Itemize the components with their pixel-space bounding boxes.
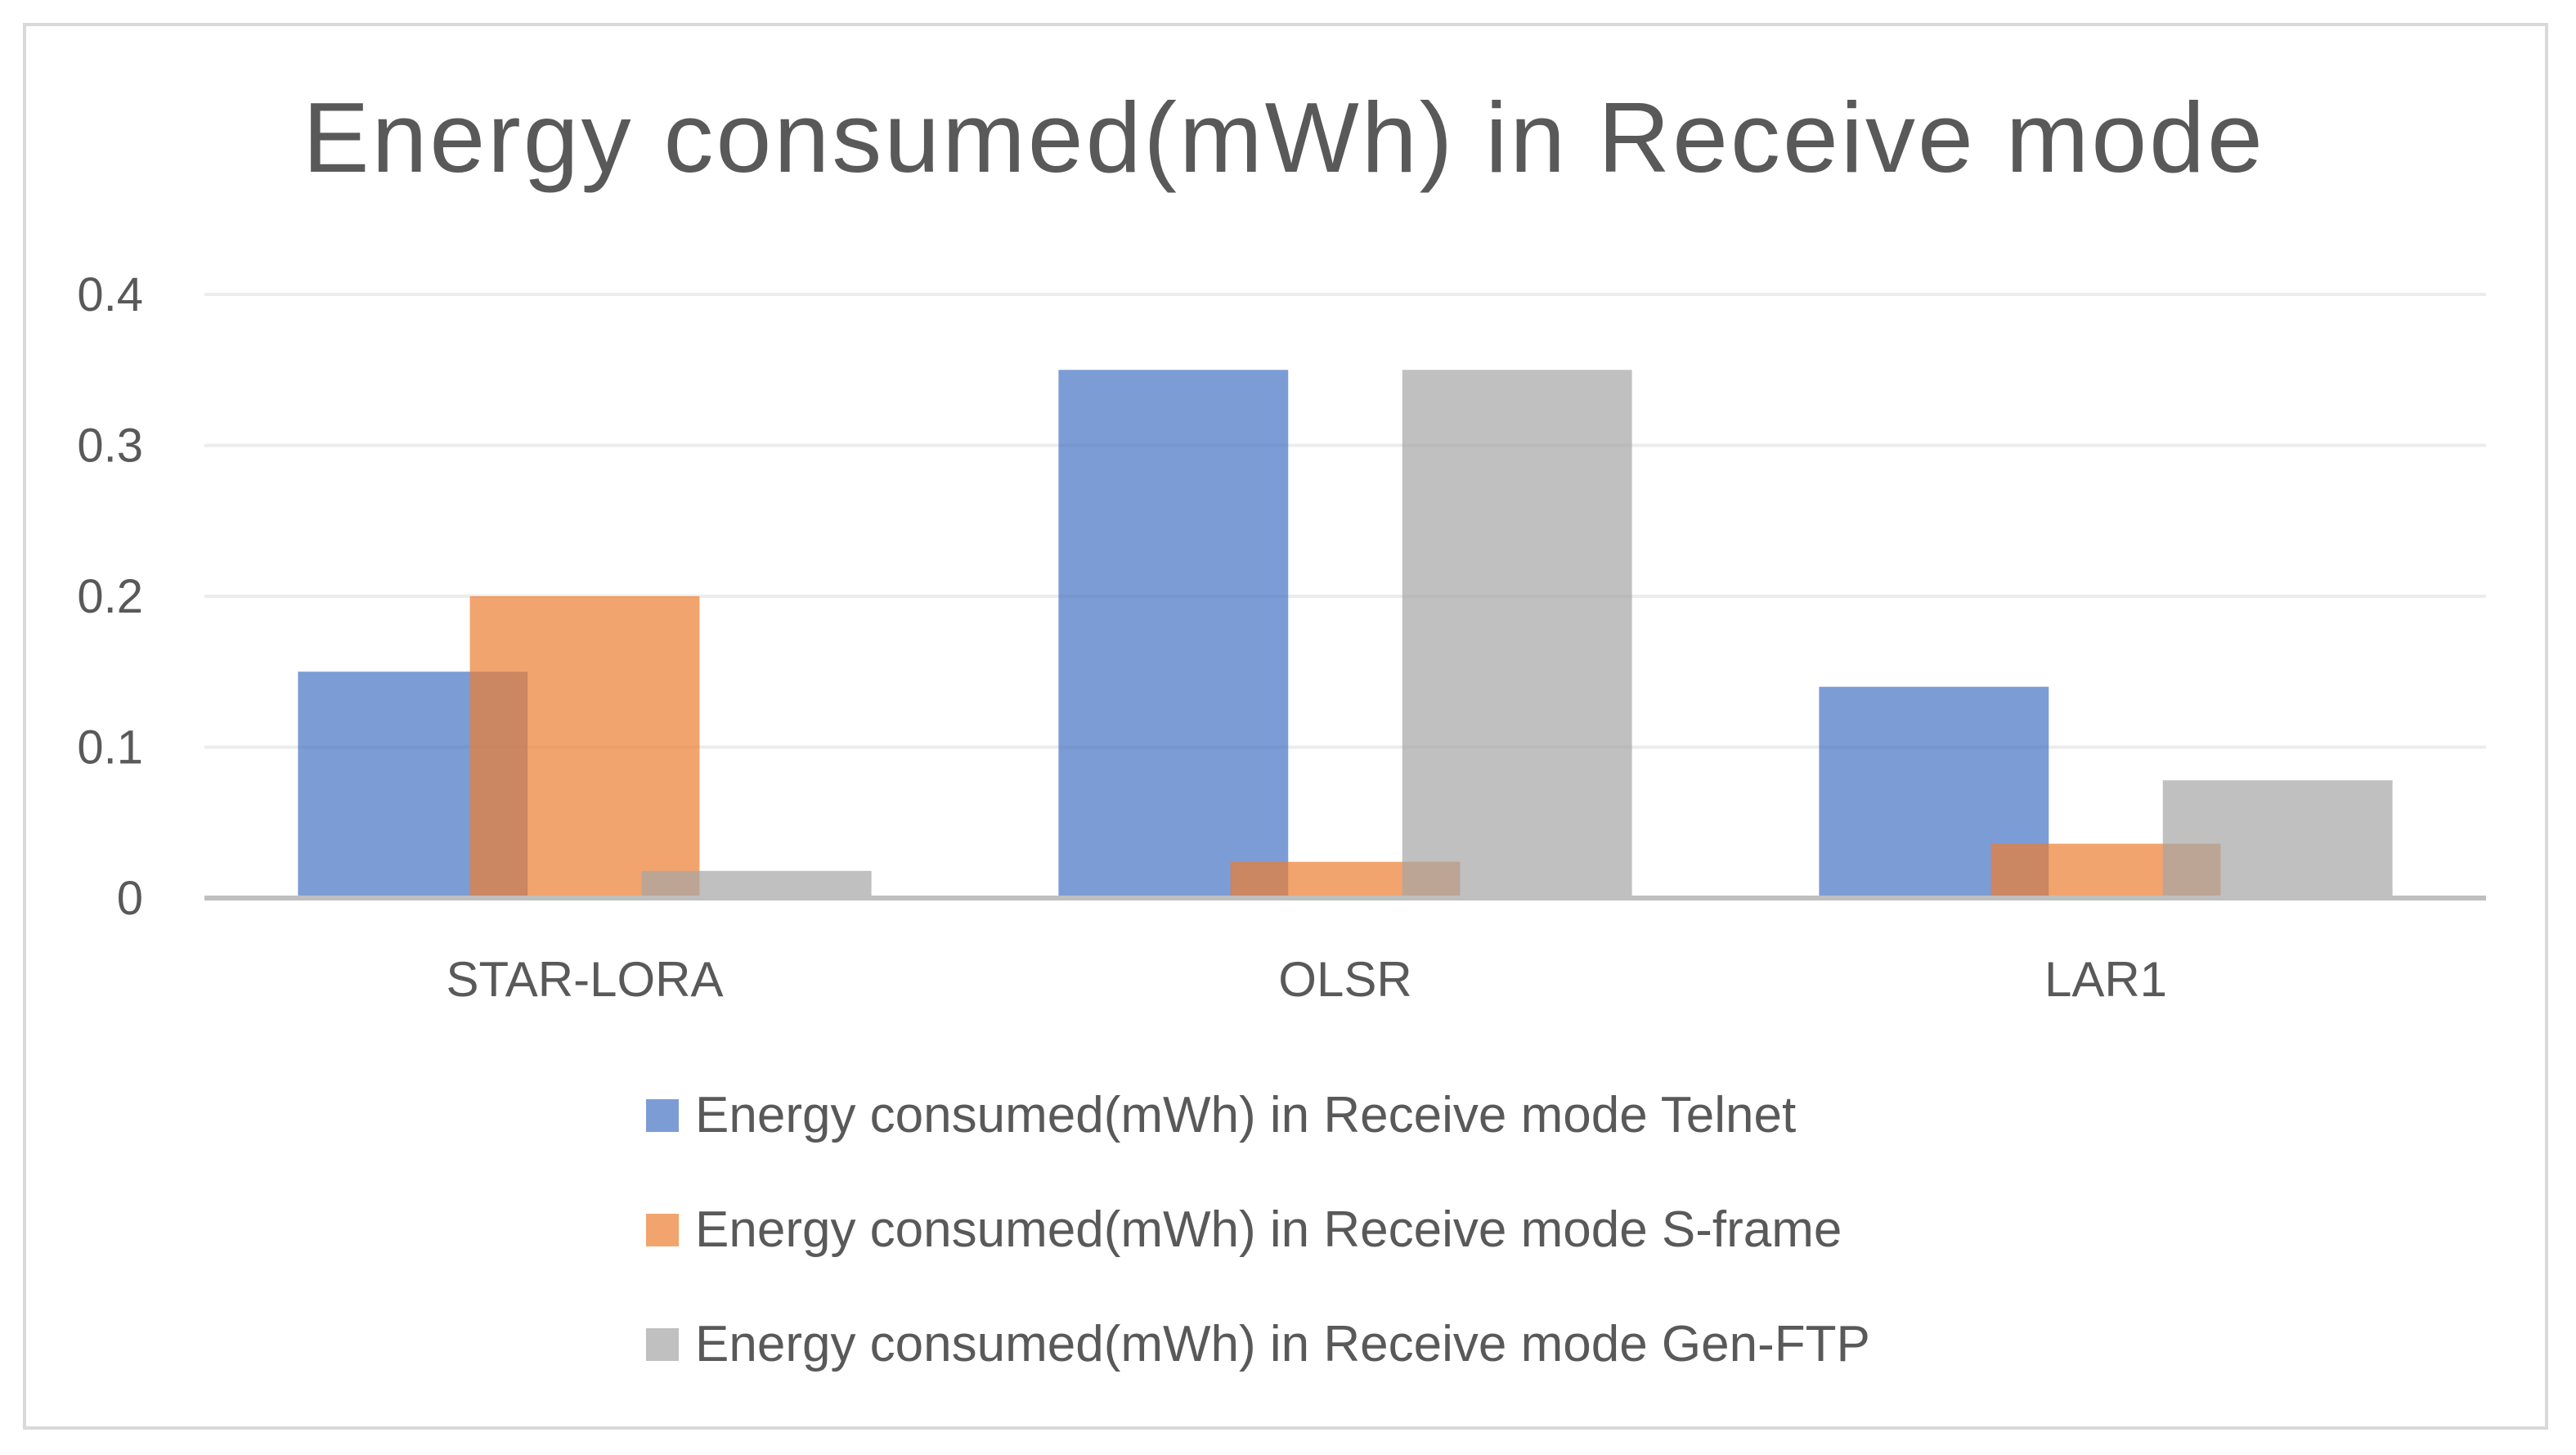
x-category-label: STAR-LORA: [447, 952, 724, 1007]
legend-swatch: [646, 1214, 679, 1246]
x-category-label: LAR1: [2044, 952, 2167, 1007]
legend-swatch: [646, 1328, 679, 1361]
x-category-label: OLSR: [1278, 952, 1411, 1007]
bar: [2162, 780, 2393, 898]
bar: [469, 596, 700, 898]
y-tick-label: 0.3: [77, 420, 143, 473]
legend-label: Energy consumed(mWh) in Receive mode S-f…: [695, 1201, 1842, 1258]
legend: Energy consumed(mWh) in Receive mode Tel…: [646, 1087, 1870, 1372]
bar: [641, 870, 872, 898]
x-axis-categories: STAR-LORA OLSR LAR1: [447, 952, 2168, 1007]
legend-label: Energy consumed(mWh) in Receive mode Gen…: [695, 1316, 1870, 1372]
y-tick-label: 0.2: [77, 570, 143, 623]
y-tick-label: 0.4: [77, 268, 143, 321]
legend-swatch: [646, 1099, 679, 1132]
bars: [298, 370, 2393, 898]
chart-title: Energy consumed(mWh) in Receive mode: [303, 82, 2265, 193]
y-axis-ticks: 0 0.1 0.2 0.3 0.4: [77, 268, 143, 925]
y-tick-label: 0: [117, 872, 143, 925]
legend-label: Energy consumed(mWh) in Receive mode Tel…: [695, 1087, 1796, 1143]
bar: [1058, 370, 1289, 898]
bar: [1402, 370, 1632, 898]
y-tick-label: 0.1: [77, 721, 143, 775]
